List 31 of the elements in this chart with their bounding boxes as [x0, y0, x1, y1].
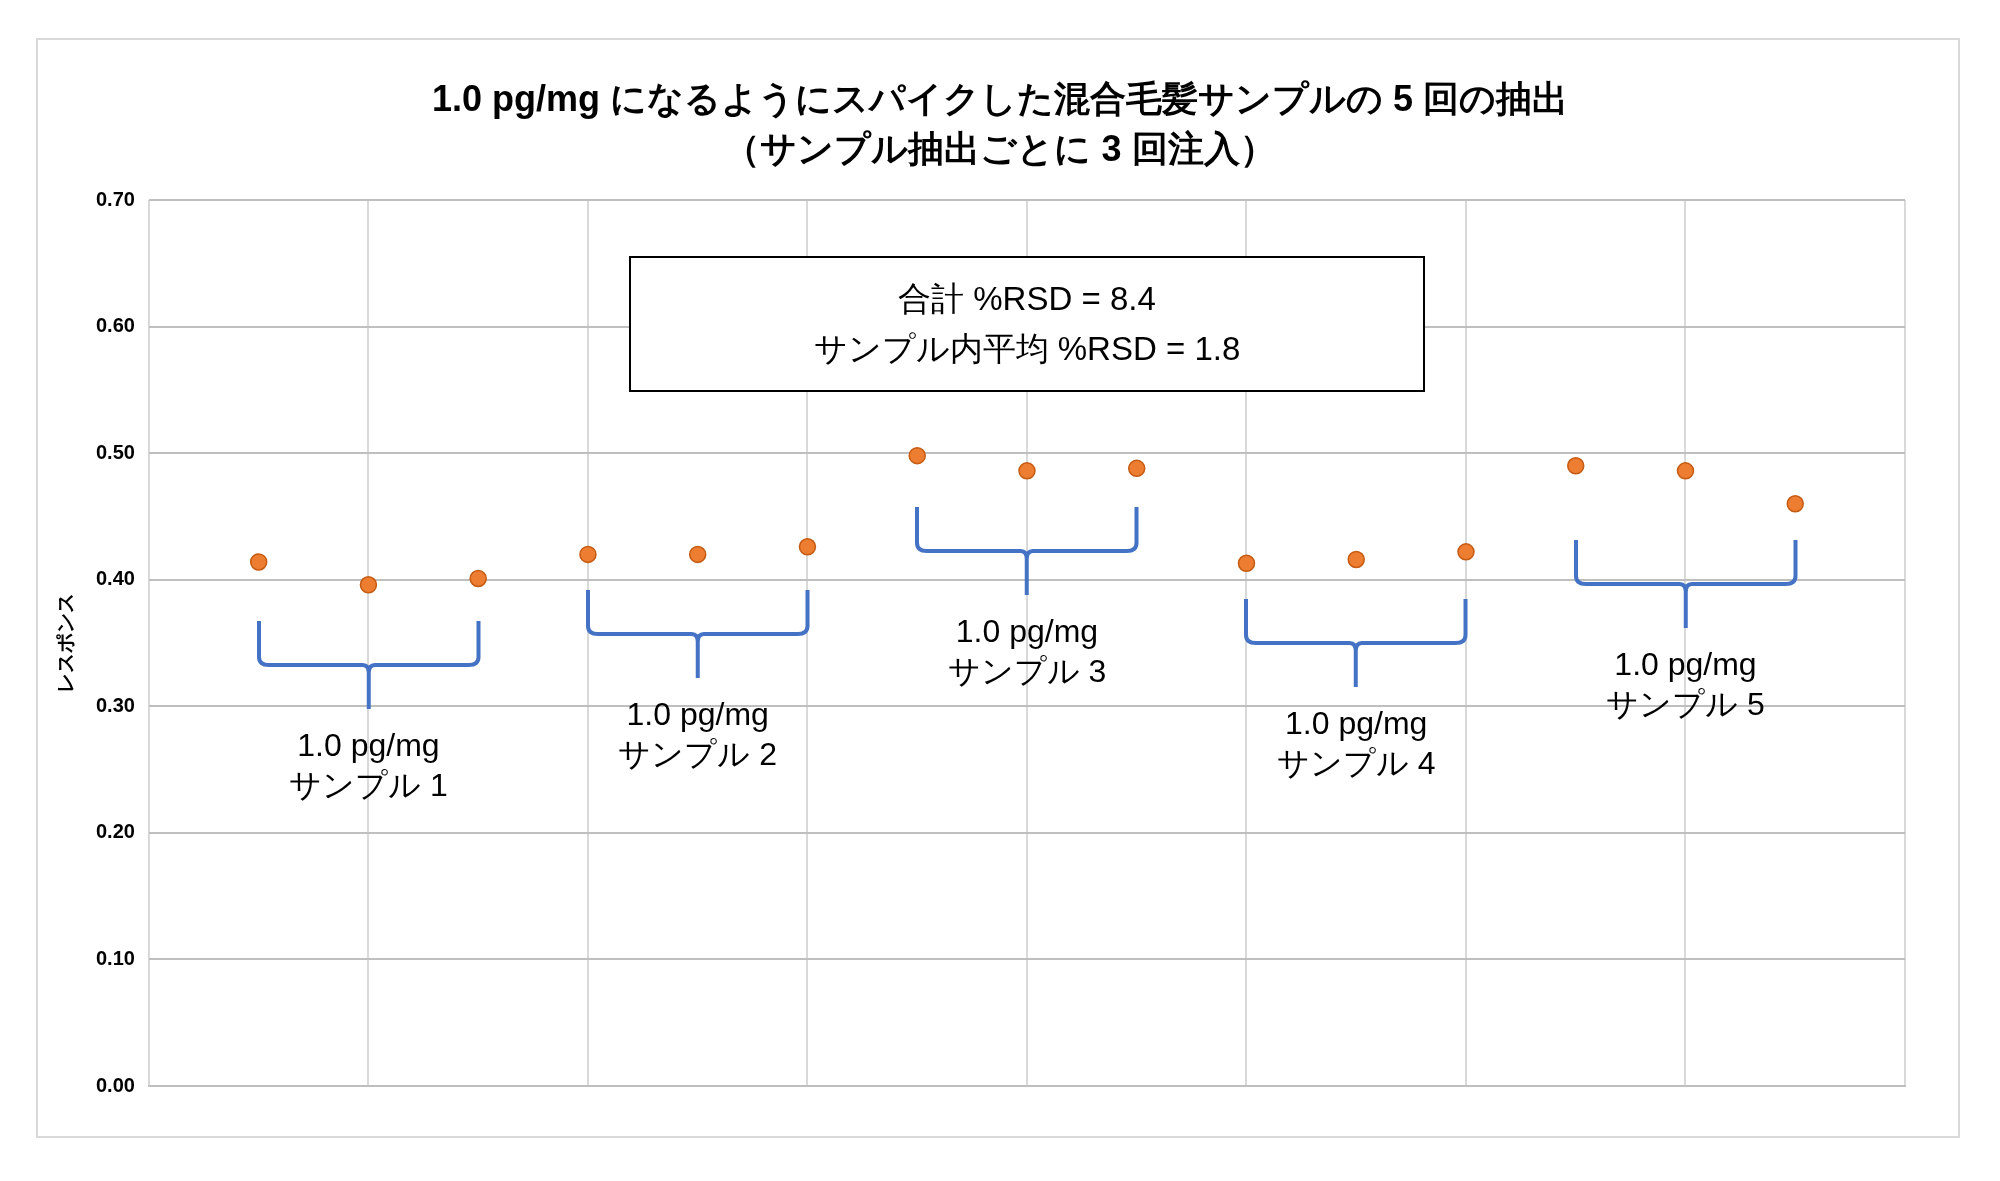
text-box: 合計 %RSD = 8.4 サンプル内平均 %RSD = 1.8 [628, 256, 1425, 392]
annotation: 1.0 pg/mg サンプル 3 [946, 611, 1108, 691]
point [1457, 543, 1475, 561]
point [1237, 554, 1256, 573]
y-tick-label: 0.50 [95, 440, 135, 463]
point [1786, 495, 1804, 513]
annotation: 1.0 pg/mg サンプル 5 [1605, 644, 1766, 724]
point [249, 553, 268, 571]
y-tick-label: 0.00 [95, 1073, 135, 1096]
point [1566, 457, 1585, 475]
annotation: 1.0 pg/mg サンプル 4 [1275, 704, 1437, 784]
point [1127, 459, 1146, 478]
y-tick-label: 0.60 [95, 314, 135, 337]
chart-title: 1.0 pg/mg になるようにスパイクした混合毛髪サンプルの 5 回の抽出（サンプル抽出ごとに 3 回注入） [430, 77, 1570, 171]
point [579, 545, 597, 564]
point [688, 545, 707, 564]
y-tick-label: 0.20 [95, 820, 135, 843]
annotation: 1.0 pg/mg サンプル 2 [617, 695, 779, 775]
point [359, 576, 378, 594]
point [1347, 550, 1365, 569]
point [469, 569, 487, 588]
annotation: 1.0 pg/mg サンプル 1 [288, 725, 449, 805]
y-tick-label: 0.70 [95, 187, 135, 210]
y-axis-title: レスポンス [53, 593, 76, 693]
point [798, 538, 817, 556]
point [908, 446, 926, 465]
point [1676, 462, 1695, 480]
y-tick-label: 0.40 [95, 567, 135, 590]
point [1018, 462, 1036, 480]
y-tick-label: 0.30 [95, 693, 135, 716]
y-tick-label: 0.10 [95, 946, 135, 969]
